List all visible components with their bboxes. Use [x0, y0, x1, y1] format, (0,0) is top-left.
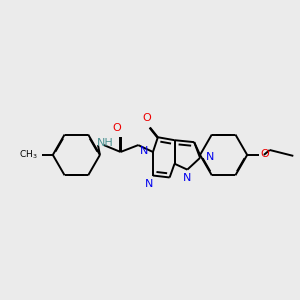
Text: O: O [260, 149, 269, 159]
Text: N: N [183, 173, 191, 184]
Text: CH$_3$: CH$_3$ [20, 149, 38, 161]
Text: NH: NH [97, 138, 113, 148]
Text: O: O [112, 123, 121, 133]
Text: N: N [140, 146, 148, 156]
Text: O: O [143, 112, 152, 122]
Text: N: N [145, 179, 153, 189]
Text: N: N [206, 152, 214, 162]
